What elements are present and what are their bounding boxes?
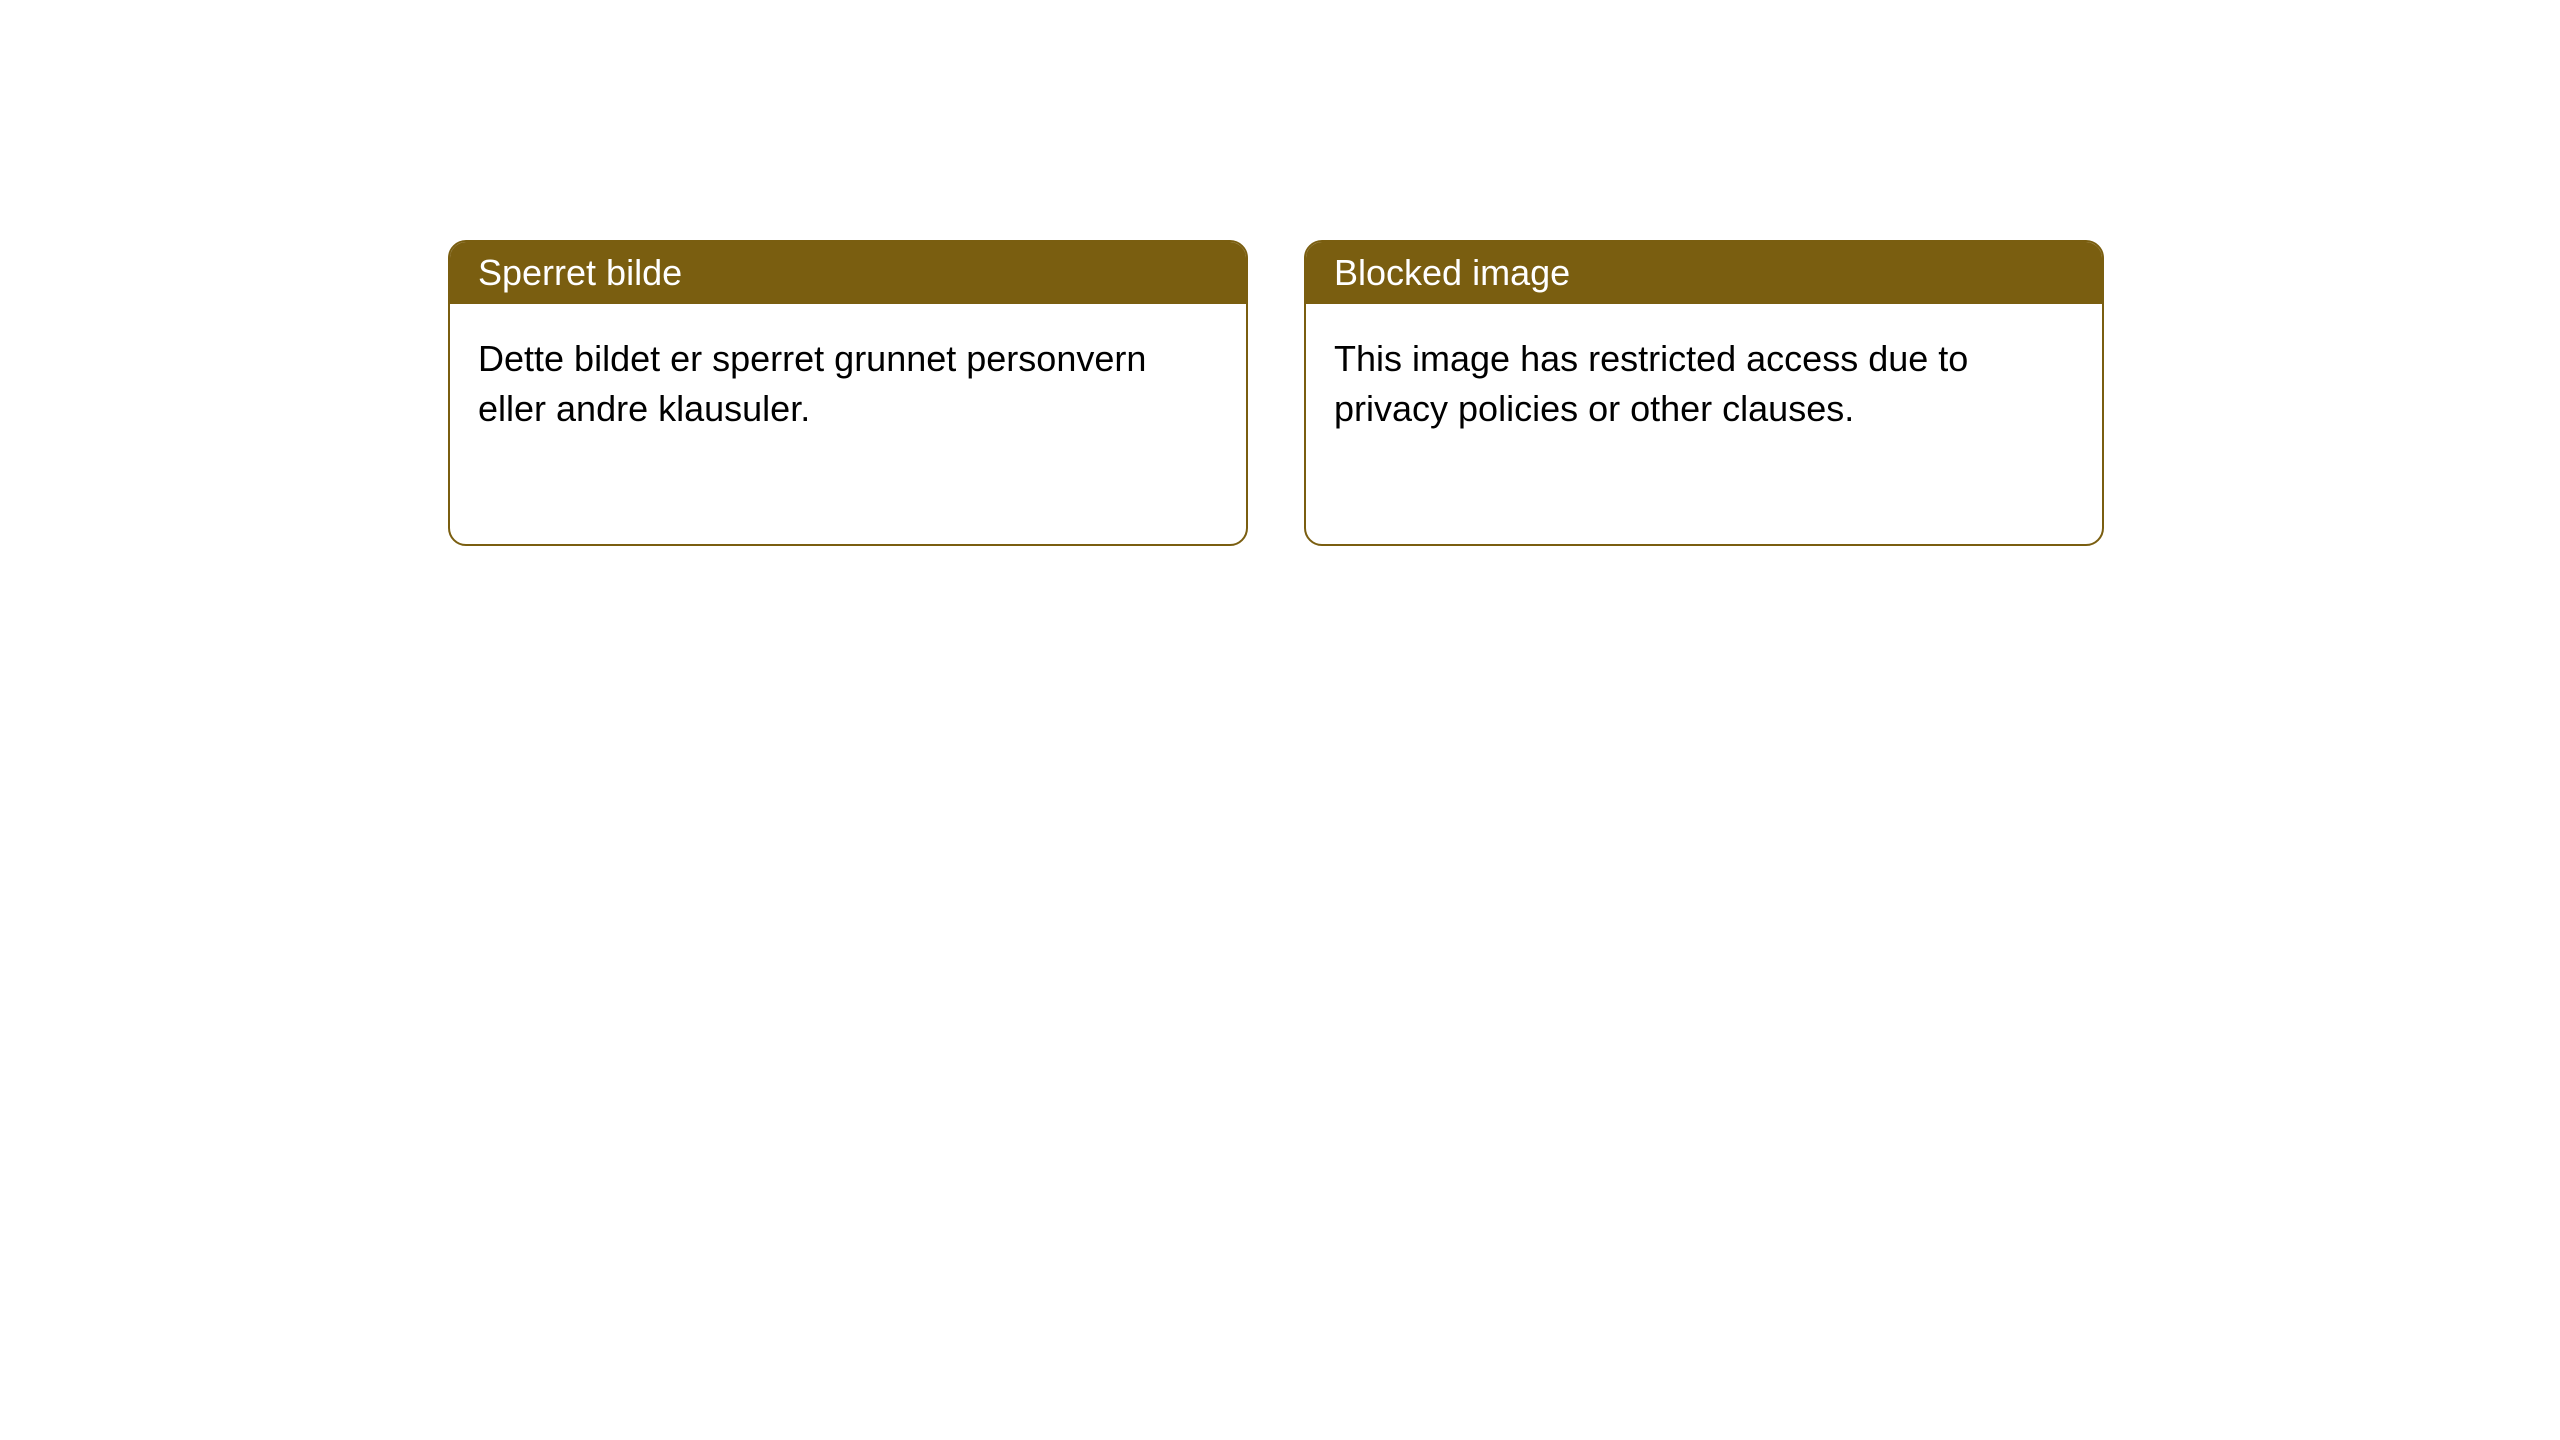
card-text-en: This image has restricted access due to … <box>1334 338 1968 429</box>
card-title-no: Sperret bilde <box>478 252 682 293</box>
card-header-en: Blocked image <box>1306 242 2102 304</box>
blocked-image-card-en: Blocked image This image has restricted … <box>1304 240 2104 546</box>
card-text-no: Dette bildet er sperret grunnet personve… <box>478 338 1146 429</box>
blocked-image-cards: Sperret bilde Dette bildet er sperret gr… <box>448 240 2104 546</box>
blocked-image-card-no: Sperret bilde Dette bildet er sperret gr… <box>448 240 1248 546</box>
card-body-no: Dette bildet er sperret grunnet personve… <box>450 304 1246 544</box>
card-header-no: Sperret bilde <box>450 242 1246 304</box>
card-title-en: Blocked image <box>1334 252 1570 293</box>
card-body-en: This image has restricted access due to … <box>1306 304 2102 544</box>
